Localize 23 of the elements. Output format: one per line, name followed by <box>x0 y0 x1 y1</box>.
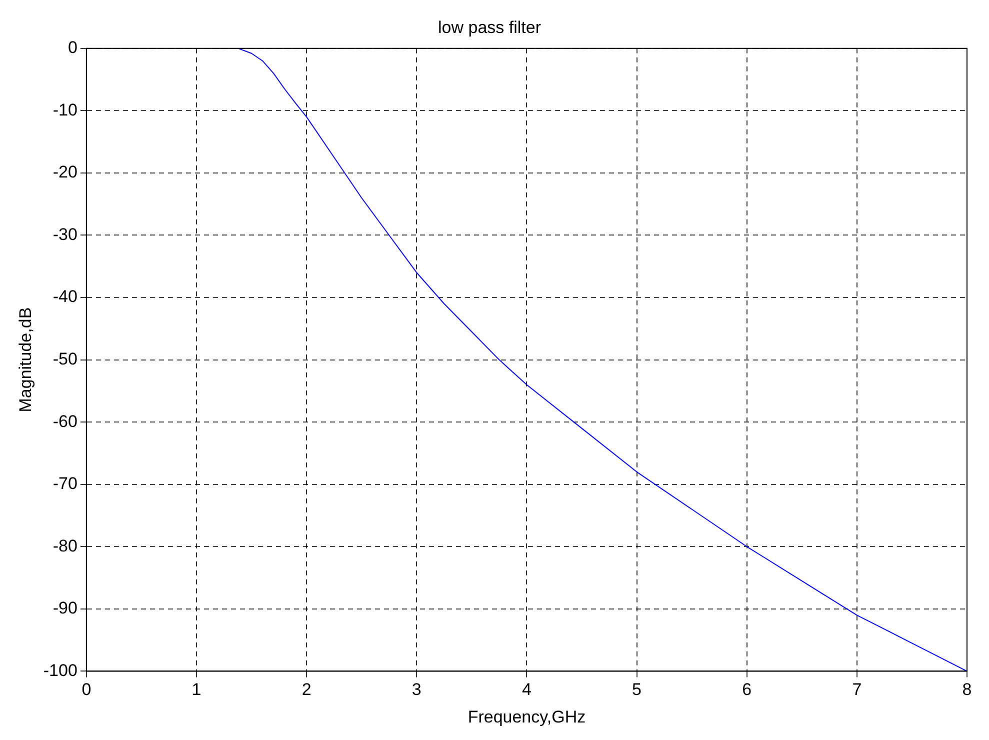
y-tick-label: -30 <box>52 224 78 244</box>
x-tick-label: 6 <box>742 680 752 700</box>
x-tick-label: 2 <box>302 680 312 700</box>
y-tick-label: -50 <box>52 349 78 368</box>
x-tick-label: 8 <box>962 680 972 700</box>
y-axis-title: Magnitude,dB <box>16 307 35 412</box>
y-tick-label: -20 <box>52 162 78 182</box>
y-tick-label: -60 <box>52 412 78 431</box>
y-tick-label: -90 <box>52 598 78 618</box>
x-tick-label: 5 <box>632 680 642 700</box>
x-tick-label: 0 <box>82 680 92 700</box>
x-tick-label: 1 <box>192 680 202 700</box>
y-tick-label: -40 <box>52 287 78 306</box>
y-tick-label: -70 <box>52 474 78 494</box>
y-tick-label: -10 <box>52 100 78 120</box>
y-tick-label: -100 <box>43 660 78 680</box>
chart-title: low pass filter <box>438 18 542 37</box>
y-tick-label: -80 <box>52 536 78 556</box>
x-tick-label: 7 <box>852 680 862 700</box>
x-tick-label: 3 <box>412 680 422 700</box>
y-tick-label: 0 <box>68 38 78 58</box>
x-axis-title: Frequency,GHz <box>468 707 586 726</box>
x-tick-label: 4 <box>522 680 532 700</box>
